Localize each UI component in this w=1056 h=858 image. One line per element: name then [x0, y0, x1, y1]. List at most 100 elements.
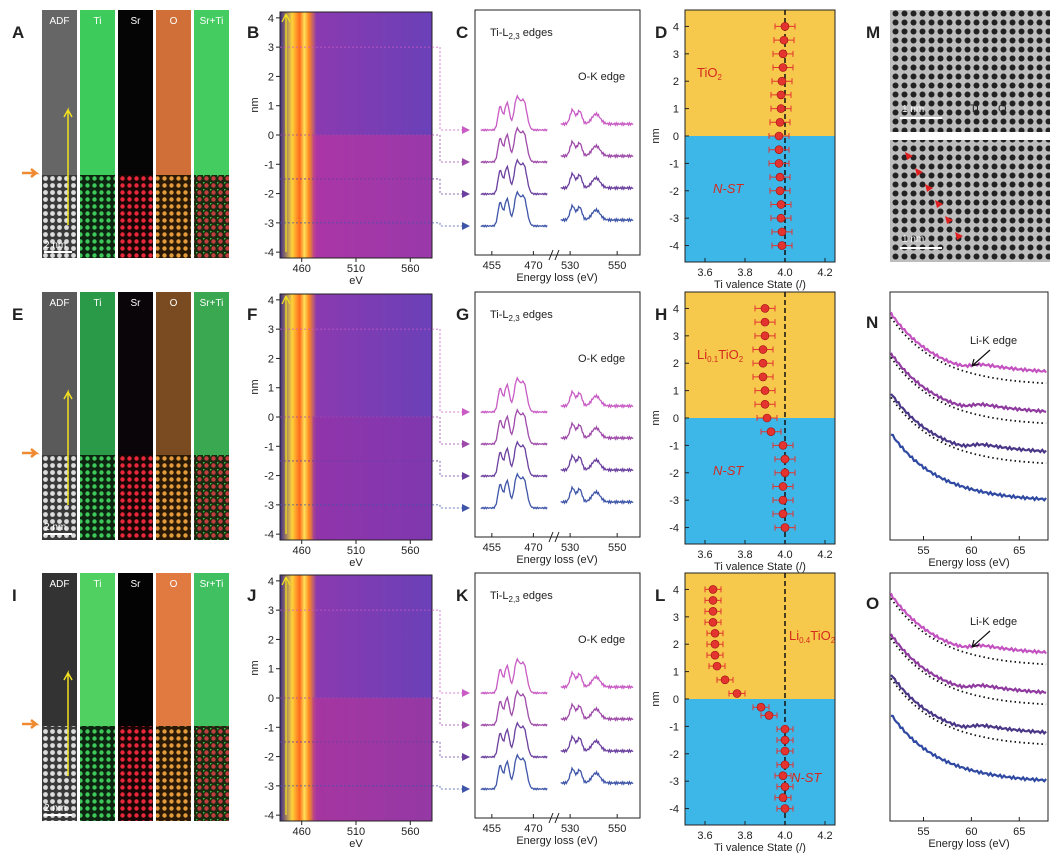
map-bottom	[156, 726, 191, 821]
region-label-part: TiO	[810, 628, 830, 643]
channel-label: Sr+Ti	[200, 16, 224, 27]
map-top	[118, 10, 153, 175]
map-top	[80, 292, 115, 455]
interface-arrow	[22, 719, 40, 729]
map-top	[118, 292, 153, 455]
data-point	[762, 413, 772, 423]
y-tick-label: -2	[669, 468, 679, 480]
region-label-part: TiO	[697, 65, 717, 80]
panel-letter: J	[247, 586, 256, 605]
spectrum-curve	[480, 472, 634, 510]
map-top	[42, 292, 77, 455]
y-axis-label: nm	[249, 379, 261, 394]
edge-label: Ti-L2,3 edges	[490, 27, 553, 41]
y-tick-label: -2	[669, 749, 679, 761]
top-region	[685, 10, 835, 136]
spectrum-curve	[890, 714, 1047, 783]
region-label-part: 0.1	[707, 355, 719, 364]
map-top	[194, 573, 229, 726]
x-tick-label: 4.2	[817, 830, 832, 842]
data-point	[710, 639, 720, 649]
channel-label: ADF	[50, 298, 70, 309]
data-point	[708, 618, 718, 627]
x-axis-label: Energy loss (eV)	[928, 557, 1009, 569]
data-point	[777, 241, 787, 250]
x-tick-label: 550	[608, 542, 626, 554]
spectrum-curve	[480, 126, 634, 164]
y-axis-label: nm	[650, 128, 662, 143]
fit-curve	[890, 396, 1047, 465]
bottom-region	[685, 699, 835, 825]
channel-label: Sr+Ti	[200, 579, 224, 590]
spectrum-curve	[480, 440, 634, 478]
x-axis-label: Energy loss (eV)	[516, 272, 597, 284]
y-tick-label: -4	[264, 529, 274, 541]
fit-curve	[890, 356, 1047, 425]
spectrum-curve	[480, 657, 634, 695]
map-top	[194, 10, 229, 175]
x-tick-label: 455	[483, 823, 501, 835]
data-point	[774, 145, 784, 154]
panel-letter: B	[247, 23, 259, 42]
fit-curve	[890, 677, 1047, 746]
x-tick-label: 470	[524, 260, 542, 272]
x-tick-label: 530	[561, 823, 579, 835]
region-label: N-ST	[791, 770, 822, 785]
panel-letter: C	[456, 23, 468, 42]
spectrum-image-lower	[312, 417, 432, 540]
map-bottom	[118, 726, 153, 821]
data-point	[756, 702, 766, 712]
data-point	[776, 90, 786, 100]
x-tick-label: 560	[401, 826, 419, 838]
channel-label: Ti	[94, 16, 102, 27]
data-point	[780, 454, 790, 464]
y-tick-label: 1	[673, 667, 679, 679]
y-tick-label: 0	[268, 412, 274, 424]
spectrum-curve	[890, 393, 1047, 455]
panel-letter: M	[866, 23, 880, 42]
scale-label: 1 nm	[902, 104, 924, 115]
y-tick-label: -3	[669, 213, 679, 225]
x-tick-label: 460	[293, 263, 311, 275]
map-bottom	[194, 455, 229, 540]
channel-label: Sr	[131, 579, 142, 590]
top-region	[685, 292, 835, 418]
y-tick-label: -1	[264, 159, 274, 171]
x-tick-label: 55	[917, 826, 929, 838]
region-label: Li0.1TiO2	[697, 347, 744, 364]
spectrum-curve	[889, 633, 1047, 695]
map-top	[42, 10, 77, 175]
data-point	[778, 441, 788, 450]
link-line	[280, 222, 462, 227]
x-tick-label: 55	[917, 545, 929, 557]
spectrum-curve	[889, 592, 1047, 655]
panel-letter: F	[247, 305, 257, 324]
x-tick-label: 550	[608, 823, 626, 835]
data-point	[778, 49, 788, 59]
region-label-part: 2	[739, 355, 744, 364]
y-tick-label: 4	[268, 295, 274, 307]
y-axis-label: nm	[249, 97, 261, 112]
panel-letter: O	[866, 594, 879, 613]
data-point	[776, 213, 786, 223]
link-line	[280, 609, 462, 694]
hrtem-image	[890, 140, 1050, 262]
data-point	[708, 596, 718, 605]
x-tick-label: 460	[293, 545, 311, 557]
edge-label-part: Ti-L	[490, 590, 509, 602]
map-bottom	[80, 175, 115, 258]
map-bottom	[118, 455, 153, 540]
frame	[889, 291, 1049, 541]
y-tick-label: 3	[673, 612, 679, 624]
x-tick-label: 3.6	[697, 267, 712, 279]
data-point	[708, 585, 718, 594]
channel-label: Ti	[94, 579, 102, 590]
data-point	[758, 372, 768, 382]
x-tick-label: 4.0	[777, 549, 792, 561]
frame	[474, 9, 641, 256]
y-tick-label: -1	[669, 721, 679, 733]
panel-letter: E	[12, 305, 23, 324]
y-tick-label: -4	[669, 523, 679, 535]
panel-letter: A	[12, 23, 24, 42]
y-tick-label: 0	[673, 413, 679, 425]
